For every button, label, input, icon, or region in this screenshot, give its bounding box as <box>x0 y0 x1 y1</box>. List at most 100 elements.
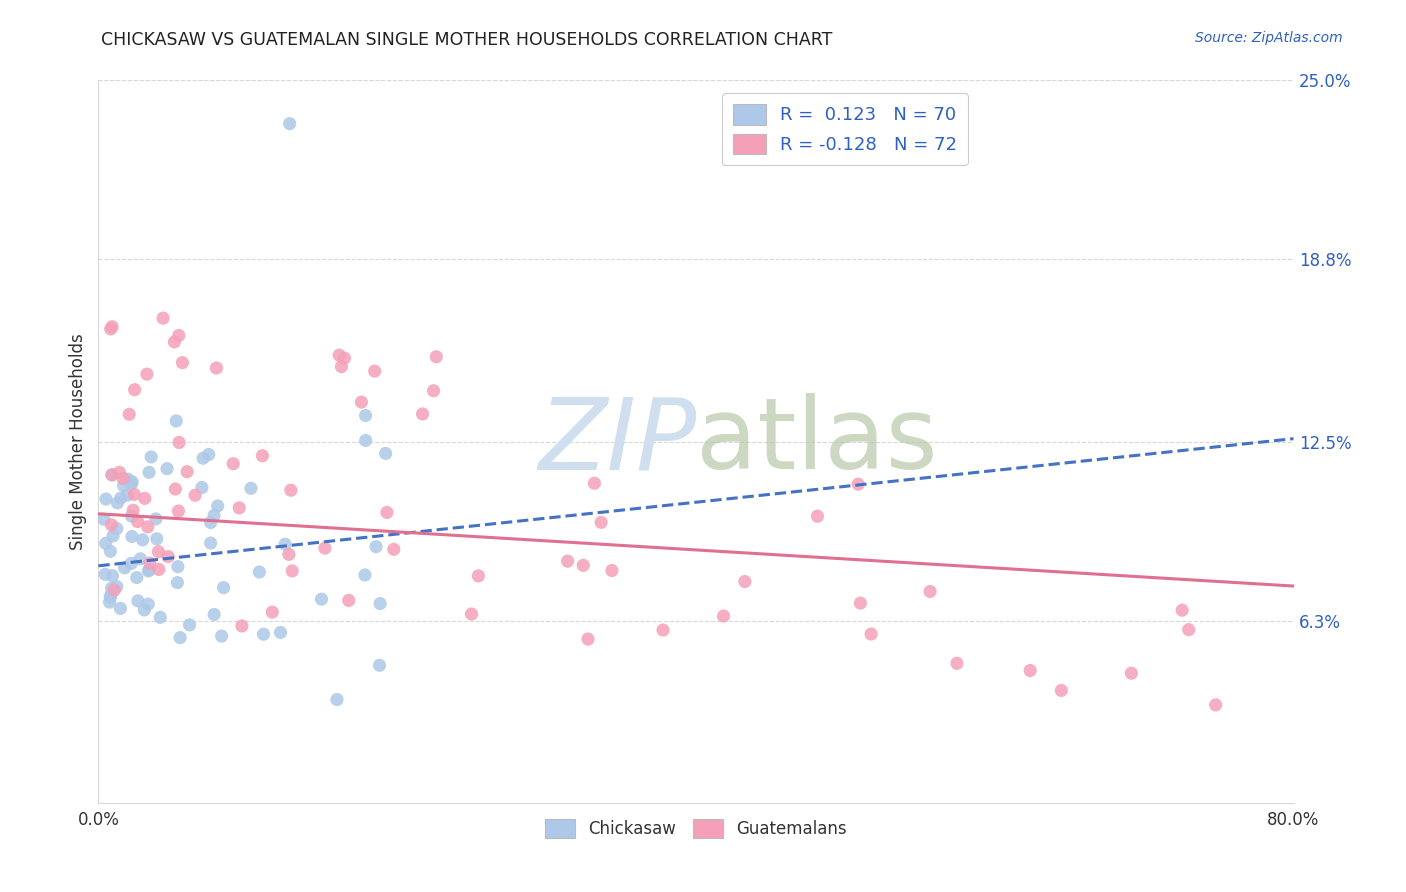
Point <box>860 627 883 641</box>
Point <box>121 529 143 543</box>
Point <box>467 569 489 583</box>
Text: CHICKASAW VS GUATEMALAN SINGLE MOTHER HOUSEHOLDS CORRELATION CHART: CHICKASAW VS GUATEMALAN SINGLE MOTHER HO… <box>101 31 832 49</box>
Point <box>374 446 396 460</box>
Point <box>157 549 180 564</box>
Point <box>197 447 219 461</box>
Point <box>131 533 153 547</box>
Point <box>105 522 128 536</box>
Point <box>576 632 599 646</box>
Point <box>111 471 134 485</box>
Point <box>94 567 117 582</box>
Point <box>375 505 398 519</box>
Point <box>918 584 941 599</box>
Point <box>231 619 253 633</box>
Point <box>425 350 447 364</box>
Point <box>166 575 188 590</box>
Point <box>1019 664 1042 678</box>
Point <box>167 559 190 574</box>
Point <box>1121 666 1143 681</box>
Point <box>205 361 228 376</box>
Point <box>184 488 207 502</box>
Point <box>333 351 356 366</box>
Point <box>103 583 125 598</box>
Point <box>412 407 434 421</box>
Point <box>228 500 250 515</box>
Point <box>278 117 301 131</box>
Point <box>149 610 172 624</box>
Point <box>136 520 159 534</box>
Point <box>368 658 391 673</box>
Point <box>138 564 160 578</box>
Point <box>98 544 121 558</box>
Point <box>125 570 148 584</box>
Point <box>112 478 135 492</box>
Point <box>122 503 145 517</box>
Point <box>100 322 122 336</box>
Point <box>277 547 299 561</box>
Point <box>108 466 131 480</box>
Point <box>121 475 143 489</box>
Point <box>337 593 360 607</box>
Point <box>200 516 222 530</box>
Point <box>382 542 405 557</box>
Point <box>93 512 115 526</box>
Point <box>101 467 124 482</box>
Point <box>734 574 756 589</box>
Point <box>364 540 387 554</box>
Point <box>152 311 174 326</box>
Point <box>107 496 129 510</box>
Point <box>354 568 377 582</box>
Text: ZIP: ZIP <box>537 393 696 490</box>
Point <box>120 557 142 571</box>
Point <box>141 450 163 464</box>
Point <box>326 692 349 706</box>
Point <box>129 551 152 566</box>
Point <box>222 457 245 471</box>
Point <box>1050 683 1073 698</box>
Point <box>169 631 191 645</box>
Point <box>212 581 235 595</box>
Y-axis label: Single Mother Households: Single Mother Households <box>69 334 87 549</box>
Point <box>118 407 141 421</box>
Point <box>117 472 139 486</box>
Point <box>101 319 124 334</box>
Point <box>165 482 187 496</box>
Point <box>269 625 291 640</box>
Point <box>354 409 377 423</box>
Point <box>262 605 284 619</box>
Point <box>172 356 194 370</box>
Point <box>274 537 297 551</box>
Point <box>202 607 225 622</box>
Point <box>135 367 157 381</box>
Point <box>100 467 122 482</box>
Point <box>311 592 333 607</box>
Point <box>101 568 124 582</box>
Point <box>138 563 160 577</box>
Point <box>156 461 179 475</box>
Point <box>114 561 136 575</box>
Point <box>121 476 143 491</box>
Point <box>179 618 201 632</box>
Point <box>280 483 302 498</box>
Point <box>167 435 190 450</box>
Point <box>136 597 159 611</box>
Point <box>572 558 595 573</box>
Point <box>100 581 122 595</box>
Point <box>127 594 149 608</box>
Point <box>163 334 186 349</box>
Point <box>252 449 274 463</box>
Point <box>191 481 214 495</box>
Point <box>1205 698 1227 712</box>
Point <box>583 476 606 491</box>
Point <box>247 565 270 579</box>
Legend: Chickasaw, Guatemalans: Chickasaw, Guatemalans <box>538 813 853 845</box>
Point <box>138 466 160 480</box>
Point <box>328 348 350 362</box>
Point <box>806 509 828 524</box>
Point <box>363 364 385 378</box>
Point <box>176 465 198 479</box>
Point <box>127 515 149 529</box>
Point <box>165 414 187 428</box>
Point <box>167 328 190 343</box>
Point <box>202 508 225 523</box>
